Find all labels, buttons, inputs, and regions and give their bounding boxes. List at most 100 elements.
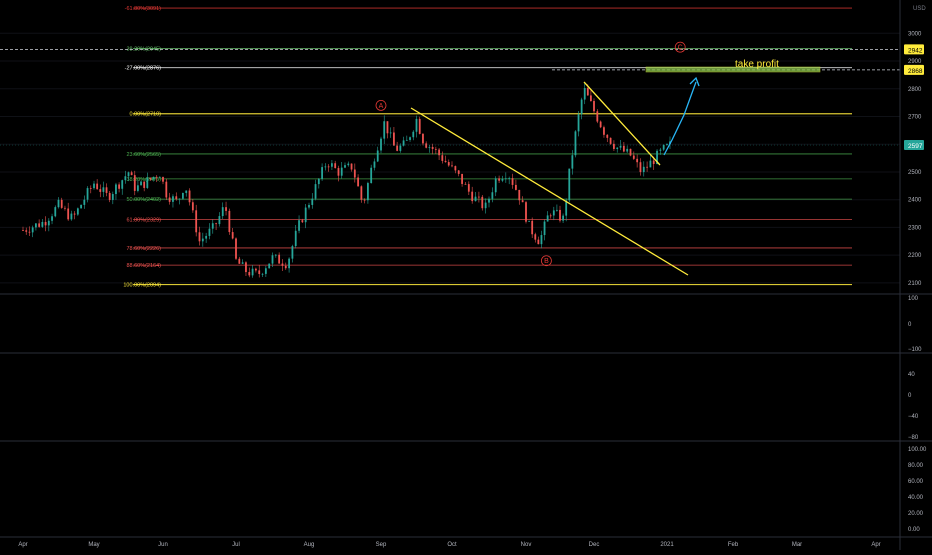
fib-level-label: 23.60%(2565) — [126, 152, 161, 158]
candle-body — [639, 162, 642, 173]
candle-body — [474, 196, 477, 202]
candle-body — [422, 133, 424, 144]
candle-body — [402, 140, 405, 146]
candle-body — [28, 231, 31, 233]
candle-body — [96, 183, 99, 190]
candle-body — [540, 235, 543, 245]
candle-body — [434, 148, 437, 150]
candle-body — [152, 176, 155, 180]
candle-body — [646, 166, 648, 168]
candle-body — [662, 144, 665, 150]
candle-body — [149, 177, 152, 180]
candle-body — [478, 196, 480, 198]
candle-body — [412, 131, 415, 138]
candle-body — [337, 168, 340, 176]
x-tick-label: Nov — [521, 542, 532, 548]
candle-body — [188, 190, 191, 203]
candle-body — [380, 138, 382, 151]
candle-body — [350, 163, 353, 170]
candle-body — [556, 209, 558, 211]
currency-label: USD — [913, 6, 926, 12]
candle-body — [580, 99, 583, 115]
candle-body — [599, 121, 602, 128]
candle-body — [208, 228, 211, 236]
candle-body — [340, 167, 343, 176]
candle-body — [118, 184, 120, 189]
candle-body — [115, 184, 117, 195]
candle-body — [367, 183, 369, 201]
x-tick-label: Mar — [792, 542, 802, 548]
x-tick-label: May — [88, 542, 99, 548]
candle-body — [155, 176, 158, 178]
candle-body — [301, 220, 304, 223]
candle-body — [235, 238, 237, 259]
candle-body — [281, 263, 284, 266]
candle-body — [54, 207, 57, 217]
candle-body — [86, 188, 89, 200]
x-tick-label: Sep — [376, 542, 387, 548]
candle-body — [484, 202, 487, 209]
candle-body — [162, 177, 164, 182]
price-tag — [904, 44, 924, 55]
candle-body — [613, 143, 615, 149]
candle-body — [521, 200, 524, 203]
candle-body — [248, 272, 251, 276]
candle-body — [609, 137, 612, 144]
candle-body — [47, 220, 50, 226]
candle-body — [308, 204, 310, 208]
fib-level-label: 38.20%(2475) — [126, 177, 161, 183]
candle-body — [425, 143, 428, 148]
candle-body — [175, 196, 178, 200]
candle-body — [622, 145, 625, 152]
candle-body — [130, 172, 133, 176]
candle-body — [370, 167, 373, 184]
candle-body — [317, 178, 320, 185]
candle-body — [76, 208, 79, 215]
candle-body — [376, 150, 379, 162]
candle-body — [168, 197, 171, 202]
wave-label: B — [544, 258, 549, 265]
y-tick-label: 2900 — [908, 59, 922, 65]
candle-body — [268, 263, 271, 269]
candle-body — [418, 118, 421, 134]
candle-body — [238, 258, 241, 264]
candle-body — [35, 223, 37, 228]
x-tick-label: Jun — [158, 542, 168, 548]
wave-label-circle — [375, 99, 387, 111]
candle-body — [629, 148, 632, 156]
candle-body — [574, 131, 577, 156]
y-tick-label: 2200 — [908, 253, 922, 259]
candle-body — [201, 238, 204, 242]
panel-tick-label: 60.00 — [908, 479, 924, 485]
panel-tick-label: 100 — [908, 296, 919, 302]
candle-body — [111, 194, 114, 200]
fib-level-label: -61.80%(3091) — [125, 6, 162, 12]
price-tag — [904, 64, 924, 75]
candle-body — [642, 166, 645, 173]
candle-body — [389, 132, 392, 134]
candle-body — [38, 223, 41, 227]
candle-body — [191, 202, 194, 211]
candle-body — [327, 166, 330, 168]
candle-body — [334, 163, 337, 169]
fib-level-label: 88.60%(2164) — [126, 263, 161, 269]
candle-body — [143, 181, 146, 188]
candle-body — [461, 173, 463, 184]
candle-body — [606, 134, 609, 138]
candle-body — [451, 165, 453, 167]
candle-body — [278, 254, 281, 264]
candle-body — [405, 139, 408, 141]
candle-body — [431, 146, 434, 149]
y-tick-label: 2800 — [908, 87, 922, 93]
candle-body — [444, 160, 447, 163]
candle-body — [121, 180, 124, 189]
candle-body — [565, 200, 568, 216]
last-price-label: 2597 — [908, 143, 923, 150]
candle-body — [25, 230, 28, 232]
fib-level-label: 0.00%(2710) — [130, 112, 162, 118]
candle-body — [331, 163, 333, 167]
panel-tick-label: 0 — [908, 322, 912, 328]
candle-body — [441, 155, 444, 161]
